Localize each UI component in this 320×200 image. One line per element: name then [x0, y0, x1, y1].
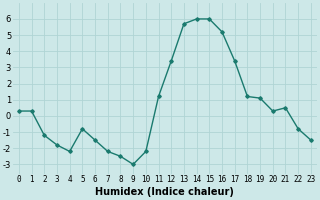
X-axis label: Humidex (Indice chaleur): Humidex (Indice chaleur)	[95, 187, 234, 197]
